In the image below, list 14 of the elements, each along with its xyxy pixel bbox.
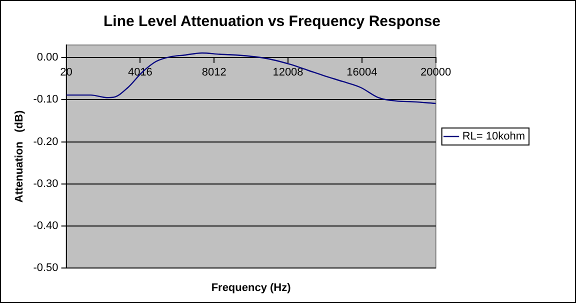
y-tick-label: -0.50 bbox=[33, 262, 58, 274]
x-tick-label: 12008 bbox=[272, 66, 304, 78]
x-axis-title: Frequency (Hz) bbox=[211, 282, 292, 294]
y-tick-label: 0.00 bbox=[36, 52, 58, 64]
legend-label: RL= 10kohm bbox=[462, 130, 526, 143]
x-tick-label: 16004 bbox=[346, 66, 378, 78]
y-tick-label: -0.40 bbox=[33, 220, 58, 232]
y-tick-label: -0.20 bbox=[33, 136, 58, 148]
y-axis-title: Attenuation (dB) bbox=[14, 110, 26, 203]
y-tick-label: -0.10 bbox=[33, 94, 58, 106]
x-tick-label: 8012 bbox=[202, 66, 226, 78]
chart-title: Line Level Attenuation vs Frequency Response bbox=[103, 13, 441, 30]
x-tick-label: 20000 bbox=[420, 66, 452, 78]
y-tick-label: -0.30 bbox=[33, 178, 58, 190]
